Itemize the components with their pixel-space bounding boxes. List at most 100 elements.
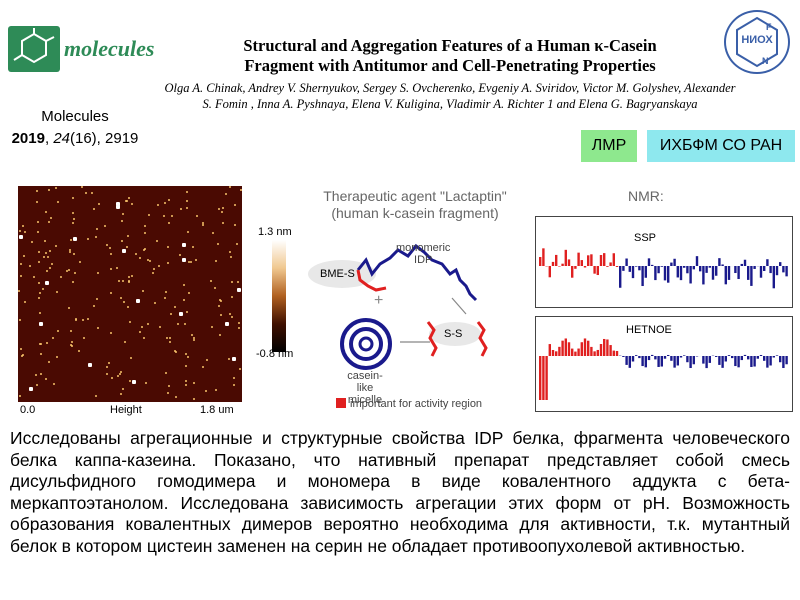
afm-particle [163, 202, 166, 205]
afm-particle [202, 222, 205, 225]
nmr-bar [727, 355, 731, 356]
nmr-bar [561, 263, 564, 266]
nmr-bar [769, 356, 772, 366]
afm-particle [56, 290, 59, 293]
height-colorbar [272, 240, 286, 352]
nmr-bar [625, 258, 628, 266]
afm-particle [44, 252, 47, 255]
afm-particle [119, 392, 122, 395]
nmr-bar [558, 266, 561, 267]
nmr-bar [587, 340, 590, 356]
nmr-bar [692, 266, 695, 270]
nmr-bar [542, 248, 545, 266]
afm-particle [184, 364, 187, 367]
afm-particle [79, 261, 82, 264]
nmr-bar [724, 356, 727, 362]
afm-particle [37, 251, 40, 254]
afm-particle [36, 220, 39, 223]
afm-particle [55, 186, 58, 189]
afm-particle [159, 326, 162, 329]
colorbar-top-label: 1.3 nm [258, 226, 292, 238]
nmr-bar [699, 266, 702, 272]
molecule-icon [13, 28, 55, 64]
journal-name: Molecules [41, 108, 109, 125]
afm-particle [142, 290, 145, 293]
afm-particle [126, 199, 129, 202]
afm-particle [109, 252, 112, 255]
afm-particle [19, 262, 22, 265]
nmr-bar [574, 266, 577, 269]
afm-particle [131, 202, 134, 205]
afm-particle [147, 214, 150, 217]
afm-particle [116, 374, 119, 377]
afm-particle [18, 229, 21, 232]
afm-particle [146, 258, 149, 261]
ssp-frame [535, 216, 793, 308]
afm-particle [185, 206, 188, 209]
afm-particle [107, 362, 110, 365]
journal-citation: Molecules 2019, 24(16), 2919 [0, 106, 150, 150]
afm-particle [94, 395, 97, 398]
nmr-bar [577, 348, 580, 356]
nmr-bar [644, 356, 647, 368]
hetnoe-frame [535, 316, 793, 412]
afm-particle [45, 211, 48, 214]
afm-particle [73, 252, 76, 255]
nmr-bar [638, 266, 641, 271]
afm-particle [45, 269, 48, 272]
afm-particle [115, 202, 120, 207]
micelle-label-2: micelle [347, 394, 383, 406]
nmr-bar [747, 356, 750, 360]
afm-particle [143, 225, 146, 228]
diagram-title-line-2: (human k-casein fragment) [331, 205, 499, 221]
afm-particle [18, 290, 21, 293]
afm-particle [194, 259, 197, 261]
micelle-label-1: casein-like [347, 370, 383, 394]
nmr-bar [564, 338, 567, 356]
nmr-bar [647, 258, 651, 266]
afm-particle [21, 355, 24, 358]
nmr-bar [625, 356, 628, 365]
afm-particle [236, 242, 239, 245]
nmr-bar [593, 351, 596, 356]
nmr-bar [571, 348, 574, 356]
nmr-bar [689, 266, 692, 284]
afm-particle [48, 221, 51, 224]
nmr-bar [686, 266, 689, 274]
nmr-bar [753, 356, 756, 367]
afm-particle [220, 299, 222, 302]
nmr-bar [766, 259, 769, 266]
afm-particle [217, 208, 220, 211]
afm-particle [168, 222, 171, 225]
nmr-bar [737, 266, 740, 280]
nmr-bar [647, 356, 651, 361]
ssp-label: SSP [634, 232, 657, 244]
nmr-bar [702, 356, 705, 364]
afm-particle [94, 235, 97, 238]
afm-particle [109, 246, 112, 249]
afm-particle [122, 387, 125, 390]
nmr-bar [635, 266, 638, 267]
afm-particle [228, 313, 231, 316]
afm-particle [232, 356, 237, 361]
nmr-bar [734, 356, 737, 367]
afm-particle [166, 391, 169, 394]
nmr-bar [641, 356, 644, 367]
nmr-bar [740, 263, 743, 266]
nmr-bar [779, 356, 782, 363]
nmr-bar [567, 259, 571, 266]
afm-particle [183, 323, 186, 326]
afm-particle [23, 255, 26, 258]
afm-particle [109, 331, 112, 334]
afm-particle [38, 297, 41, 300]
dimer-right-arm [476, 321, 488, 357]
nmr-bar [609, 345, 612, 356]
micelle-mid [349, 327, 383, 361]
afm-particle [156, 240, 159, 243]
afm-particle [141, 325, 144, 328]
afm-particle [59, 275, 62, 278]
nmr-bar [641, 266, 644, 287]
afm-particle [144, 381, 147, 384]
afm-particle [97, 272, 100, 275]
afm-particle [192, 245, 195, 248]
